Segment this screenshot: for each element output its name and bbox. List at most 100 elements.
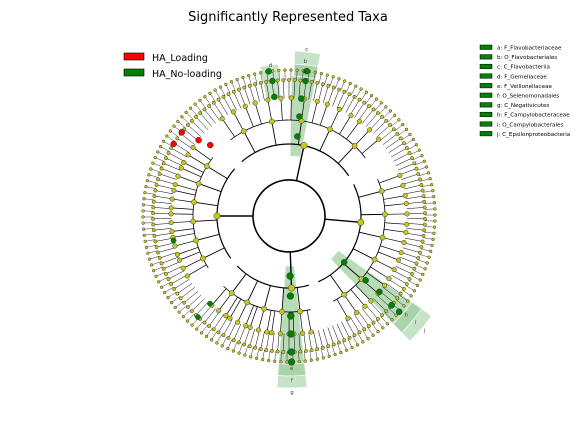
- branch-radial: [329, 274, 345, 295]
- clade-key-swatch: [479, 73, 493, 79]
- node-class: [200, 255, 206, 262]
- branch-radial: [175, 301, 184, 308]
- node-family: [421, 194, 426, 199]
- node-class: [351, 143, 358, 149]
- node-family: [366, 324, 371, 328]
- node-genus: [185, 319, 190, 323]
- branch-radial: [223, 96, 233, 113]
- branch-radial: [362, 330, 369, 339]
- branch-radial: [417, 166, 427, 171]
- branch-radial: [295, 145, 305, 181]
- node-family: [175, 136, 180, 141]
- clade-letter: e: [290, 366, 293, 372]
- node-family: [342, 338, 347, 343]
- node-order: [324, 101, 330, 107]
- branch-radial: [196, 233, 220, 241]
- branch-radial: [244, 87, 251, 105]
- branch-radial: [319, 104, 328, 126]
- node-class: [204, 163, 210, 170]
- branch-radial: [185, 112, 194, 120]
- branch-radial: [298, 333, 301, 352]
- highlight-clade-g: [276, 374, 308, 389]
- branch-radial: [199, 100, 207, 109]
- node-genus: [344, 348, 349, 352]
- branch-radial: [192, 147, 212, 161]
- node-phylum: [300, 142, 308, 150]
- branch-radial: [384, 312, 393, 320]
- branch-radial: [401, 173, 419, 180]
- branch-radial: [163, 163, 181, 171]
- node-family: [175, 291, 180, 296]
- clade-key-label: f: O_Selenomonadales: [497, 94, 559, 100]
- node-class: [268, 118, 275, 125]
- branch-radial: [195, 116, 209, 131]
- node-genus: [209, 338, 214, 342]
- node-family: [320, 82, 325, 87]
- node-noloading: [170, 237, 177, 244]
- node-order: [403, 201, 409, 207]
- node-order: [190, 144, 196, 150]
- branch-radial: [177, 175, 199, 184]
- node-family: [189, 118, 194, 123]
- node-genus: [215, 341, 219, 345]
- clade-letter: c: [305, 47, 308, 53]
- clade-key-label: b: O_Flavobacteriales: [497, 55, 557, 61]
- node-genus: [141, 209, 145, 213]
- branch-radial: [171, 221, 194, 224]
- branch-radial: [163, 141, 173, 147]
- clade-letter: f: [291, 378, 293, 384]
- branch-radial: [403, 184, 422, 190]
- branch-radial: [313, 82, 318, 101]
- branch-radial: [336, 323, 345, 341]
- clade-letter: d: [269, 63, 272, 69]
- branch-radial: [404, 237, 423, 242]
- branch-radial: [308, 81, 312, 100]
- node-genus: [431, 189, 435, 193]
- node-genus: [432, 201, 437, 205]
- branch-radial: [145, 186, 156, 189]
- clade-key-swatch: [479, 44, 493, 50]
- node-order: [255, 327, 262, 333]
- branch-radial: [243, 131, 256, 153]
- node-noloading: [269, 77, 276, 85]
- branch-radial: [213, 102, 224, 118]
- node-family: [156, 177, 160, 182]
- clade-key-swatch: [479, 131, 493, 137]
- branch-radial: [354, 129, 370, 147]
- node-order: [308, 329, 314, 335]
- node-genus: [401, 122, 405, 127]
- node-genus: [198, 98, 202, 102]
- branch-radial: [280, 351, 282, 362]
- branch-radial: [337, 343, 342, 353]
- branch-radial: [249, 306, 258, 328]
- node-genus: [163, 290, 167, 295]
- node-genus: [241, 75, 245, 80]
- node-order: [397, 172, 403, 179]
- node-family: [420, 188, 425, 193]
- branch-radial: [199, 305, 213, 320]
- node-order: [180, 265, 186, 271]
- branch-radial: [322, 85, 329, 104]
- node-genus: [374, 97, 379, 101]
- node-family: [151, 199, 156, 204]
- node-order: [247, 324, 253, 330]
- node-genus: [172, 124, 176, 128]
- node-order: [168, 211, 174, 217]
- node-class: [371, 256, 378, 263]
- branch-radial: [298, 351, 300, 362]
- branch-radial: [382, 237, 405, 243]
- branch-radial: [297, 120, 302, 145]
- branch-radial: [405, 195, 424, 200]
- node-genus: [229, 80, 234, 84]
- node-family: [202, 107, 207, 112]
- branch-radial: [262, 349, 265, 360]
- branch-radial: [218, 316, 229, 333]
- branch-radial: [150, 168, 161, 173]
- branch-radial: [350, 289, 366, 307]
- branch-radial: [153, 228, 172, 231]
- node-family: [388, 123, 393, 127]
- node-genus: [176, 119, 180, 124]
- branch-radial: [173, 190, 196, 196]
- node-genus: [433, 213, 437, 217]
